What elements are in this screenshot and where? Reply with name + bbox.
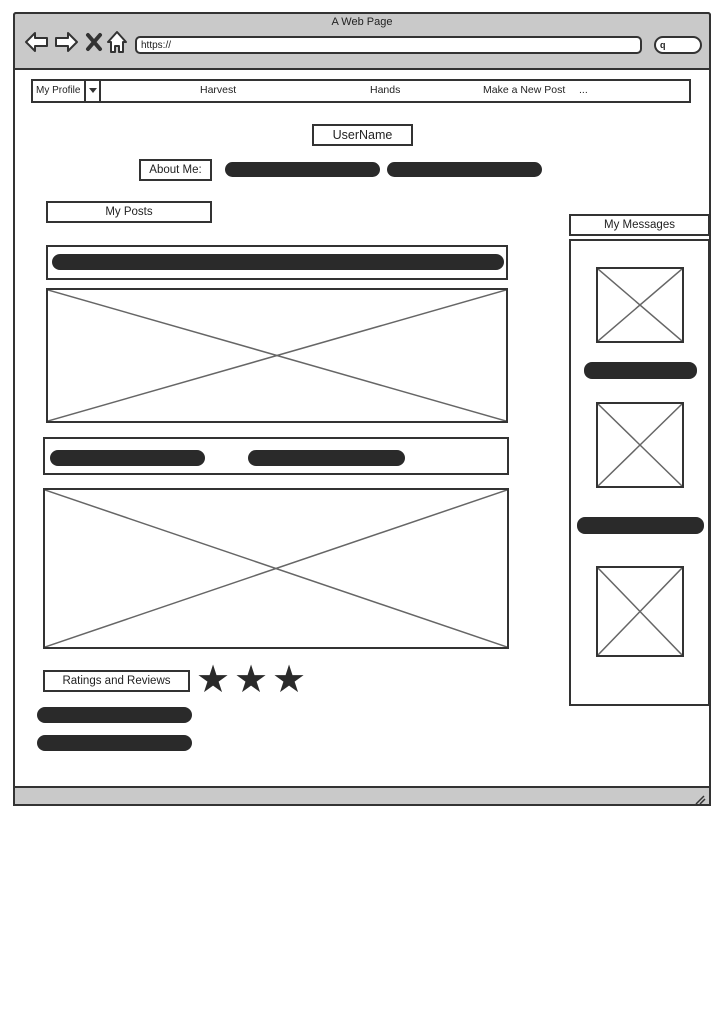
- menu-bar: [31, 79, 691, 103]
- username-label: UserName: [312, 124, 413, 146]
- messages-panel: [569, 239, 710, 706]
- star-icon: ★: [196, 659, 231, 701]
- status-bar: [13, 786, 711, 806]
- post-title-box: [43, 437, 509, 475]
- post-title-text-placeholder: [52, 254, 504, 270]
- star-rating: ★ ★ ★: [196, 661, 316, 701]
- search-field[interactable]: q: [654, 36, 702, 54]
- menu-item-hands[interactable]: Hands: [370, 84, 401, 96]
- back-arrow-icon[interactable]: [24, 29, 50, 55]
- message-avatar-placeholder[interactable]: [596, 267, 684, 343]
- star-icon: ★: [272, 659, 307, 701]
- search-icon: q: [660, 40, 666, 50]
- post-image-placeholder[interactable]: [43, 488, 509, 649]
- star-icon: ★: [234, 659, 269, 701]
- post-image-placeholder[interactable]: [46, 288, 508, 423]
- window-title: A Web Page: [331, 16, 393, 28]
- menu-item-harvest[interactable]: Harvest: [200, 84, 237, 96]
- message-text-placeholder: [577, 517, 704, 534]
- about-me-text-placeholder: [225, 162, 380, 177]
- post-title-text-placeholder: [248, 450, 405, 466]
- menu-profile-button[interactable]: My Profile: [31, 79, 86, 103]
- post-title-text-placeholder: [50, 450, 205, 466]
- resize-grip-icon[interactable]: [694, 792, 706, 805]
- message-avatar-placeholder[interactable]: [596, 402, 684, 488]
- my-messages-header: My Messages: [569, 214, 710, 236]
- message-text-placeholder: [584, 362, 697, 379]
- review-text-placeholder: [37, 735, 192, 751]
- menu-item-new-post[interactable]: Make a New Post: [483, 84, 566, 96]
- forward-arrow-icon[interactable]: [53, 29, 79, 55]
- about-me-text-placeholder: [387, 162, 542, 177]
- review-text-placeholder: [37, 707, 192, 723]
- my-posts-header: My Posts: [46, 201, 212, 223]
- menu-item-more[interactable]: ...: [579, 84, 588, 96]
- home-icon[interactable]: [105, 29, 131, 55]
- message-avatar-placeholder[interactable]: [596, 566, 684, 657]
- ratings-reviews-header: Ratings and Reviews: [43, 670, 190, 692]
- chevron-down-icon[interactable]: [84, 79, 101, 103]
- close-x-icon[interactable]: [82, 29, 108, 55]
- address-bar[interactable]: https://: [135, 36, 642, 54]
- post-title-box: [46, 245, 508, 280]
- about-me-label: About Me:: [139, 159, 212, 181]
